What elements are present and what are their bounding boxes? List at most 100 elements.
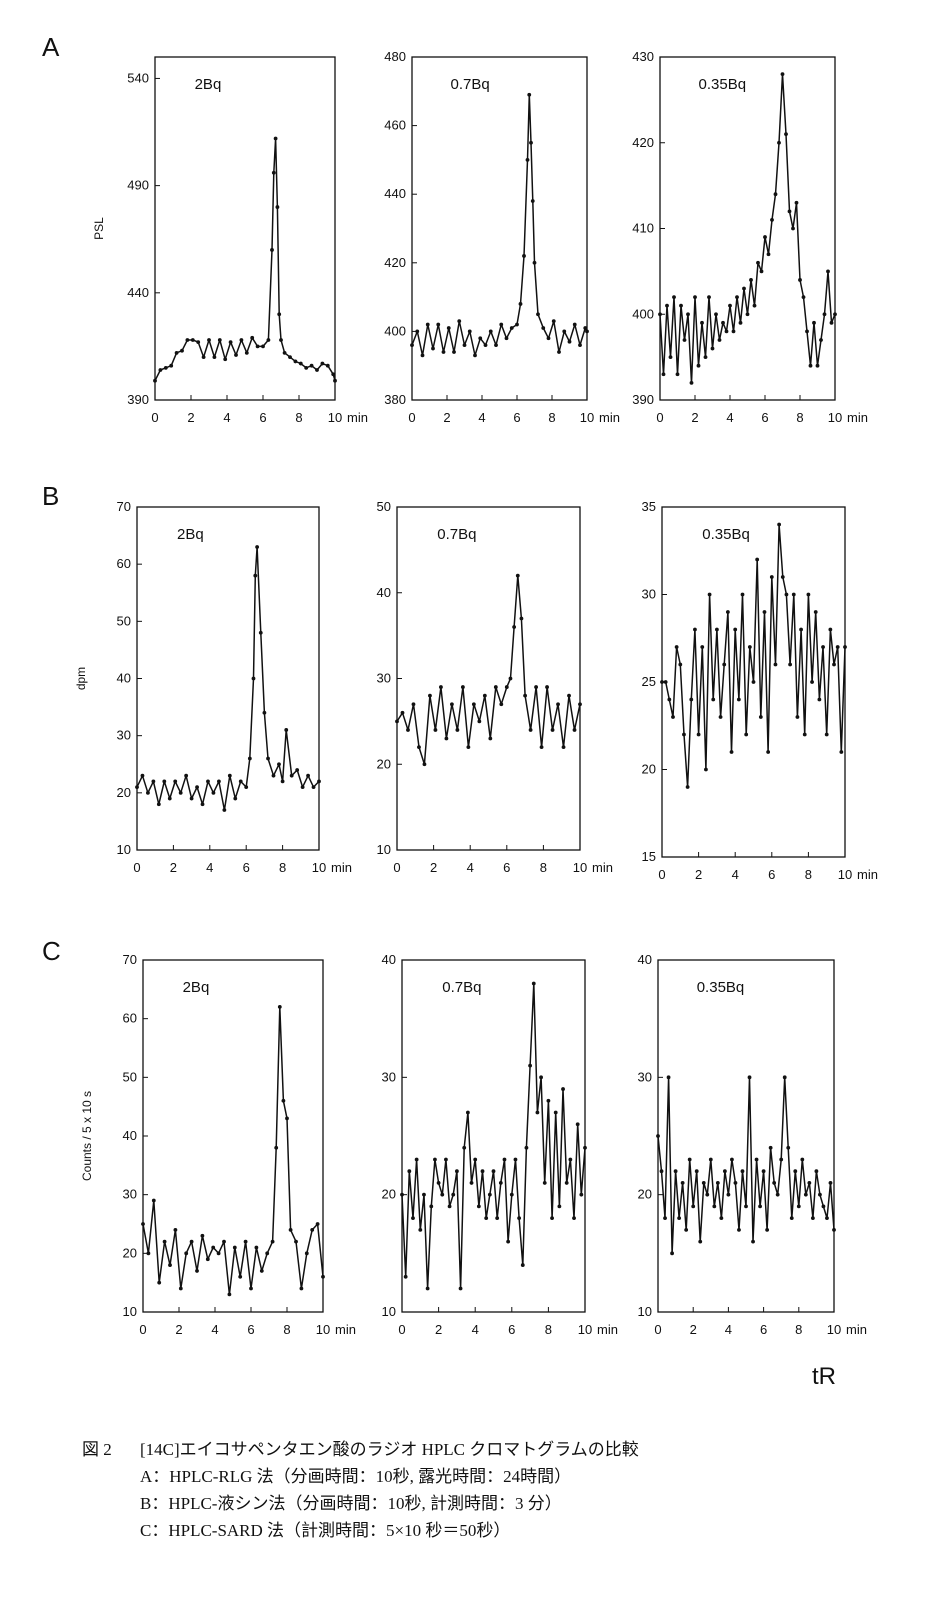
y-axis-label: PSL <box>92 217 106 240</box>
data-point <box>410 343 414 348</box>
data-point <box>810 680 814 684</box>
data-point <box>227 773 232 778</box>
x-tick-label: 6 <box>247 1322 254 1337</box>
data-point <box>315 1222 320 1226</box>
data-point <box>793 1169 798 1174</box>
chart-panel-a-1: 390 440 490 540 0 2 4 6 8 10 min 2Bq PSL <box>92 56 368 425</box>
data-point <box>672 295 676 299</box>
data-point <box>196 340 201 345</box>
data-point <box>261 344 265 349</box>
data-point <box>738 320 743 325</box>
data-point <box>787 209 792 214</box>
data-point <box>484 1216 489 1221</box>
data-point <box>567 693 571 698</box>
y-axis-label: dpm <box>74 667 88 690</box>
data-point <box>515 322 519 327</box>
caption-item-c: C：HPLC-SARD 法（計測時間：5×10 秒＝50秒） <box>140 1521 511 1540</box>
data-point <box>274 1145 279 1150</box>
plot-frame <box>657 959 835 1313</box>
x-axis-label-tr: tR <box>812 1363 836 1390</box>
data-point <box>735 295 739 299</box>
data-point <box>253 573 258 578</box>
y-tick-label: 400 <box>384 323 406 338</box>
data-point <box>744 1204 748 1209</box>
data-point <box>200 802 205 807</box>
data-point <box>718 715 723 719</box>
data-point <box>751 1239 755 1244</box>
y-tick-label: 410 <box>632 221 654 236</box>
data-point <box>321 1274 325 1279</box>
data-point <box>828 1181 833 1185</box>
data-point <box>536 312 540 317</box>
data-point <box>277 1005 282 1009</box>
data-point <box>572 728 577 732</box>
data-point <box>280 779 285 784</box>
x-tick-label: 10 <box>580 410 594 425</box>
data-point <box>819 338 823 342</box>
x-tick-label: 8 <box>796 410 803 425</box>
data-point <box>800 1157 805 1162</box>
data-point <box>517 1216 522 1221</box>
x-tick-label: 10 <box>827 1322 841 1337</box>
data-point <box>744 732 749 737</box>
data-point <box>317 779 321 784</box>
data-point <box>206 779 210 784</box>
data-point <box>270 1239 275 1244</box>
data-point <box>469 1181 474 1185</box>
x-tick-label: 8 <box>548 410 555 425</box>
data-point <box>400 710 405 715</box>
data-point <box>293 359 298 364</box>
data-point <box>843 645 847 649</box>
x-unit-label: min <box>857 867 878 882</box>
x-tick-label: 10 <box>828 410 842 425</box>
data-point <box>556 702 560 707</box>
data-point <box>433 1157 437 1162</box>
data-point <box>244 350 249 355</box>
data-point <box>673 1169 678 1174</box>
data-point <box>666 1075 671 1080</box>
data-point <box>803 1192 808 1197</box>
x-tick-label: 0 <box>133 860 140 875</box>
x-tick-label: 8 <box>295 410 302 425</box>
data-point <box>411 1216 415 1221</box>
data-point <box>725 610 730 614</box>
data-point <box>545 685 549 689</box>
data-point <box>169 363 174 368</box>
data-point <box>839 750 844 754</box>
data-point <box>499 322 504 327</box>
data-point <box>665 303 669 308</box>
data-point <box>447 1204 452 1209</box>
data-point <box>663 1216 667 1221</box>
data-point <box>441 350 446 354</box>
data-point <box>480 1169 485 1174</box>
data-point <box>561 1087 565 1091</box>
data-point <box>455 1169 459 1174</box>
data-point <box>700 645 705 649</box>
data-point <box>460 685 465 689</box>
data-point <box>763 235 767 239</box>
data-point <box>211 790 216 795</box>
x-tick-label: 6 <box>259 410 266 425</box>
data-point <box>311 785 316 790</box>
data-point <box>284 728 289 732</box>
data-point <box>534 685 538 689</box>
data-point <box>217 338 222 342</box>
data-point <box>178 790 183 795</box>
x-tick-label: 8 <box>795 1322 802 1337</box>
series-line <box>154 137 336 382</box>
data-point <box>686 312 690 317</box>
caption-item-a: A：HPLC-RLG 法（分画時間：10秒, 露光時間：24時間） <box>140 1467 572 1486</box>
data-point <box>794 200 799 205</box>
data-point <box>714 312 718 317</box>
x-tick-label: 0 <box>398 1322 405 1337</box>
data-point <box>722 1169 727 1174</box>
dose-label: 2Bq <box>195 76 222 93</box>
y-tick-label: 10 <box>638 1304 652 1319</box>
data-point <box>807 1181 812 1185</box>
data-point <box>488 736 493 741</box>
y-tick-label: 50 <box>117 613 131 628</box>
data-point <box>773 662 778 667</box>
series-line <box>659 73 836 384</box>
